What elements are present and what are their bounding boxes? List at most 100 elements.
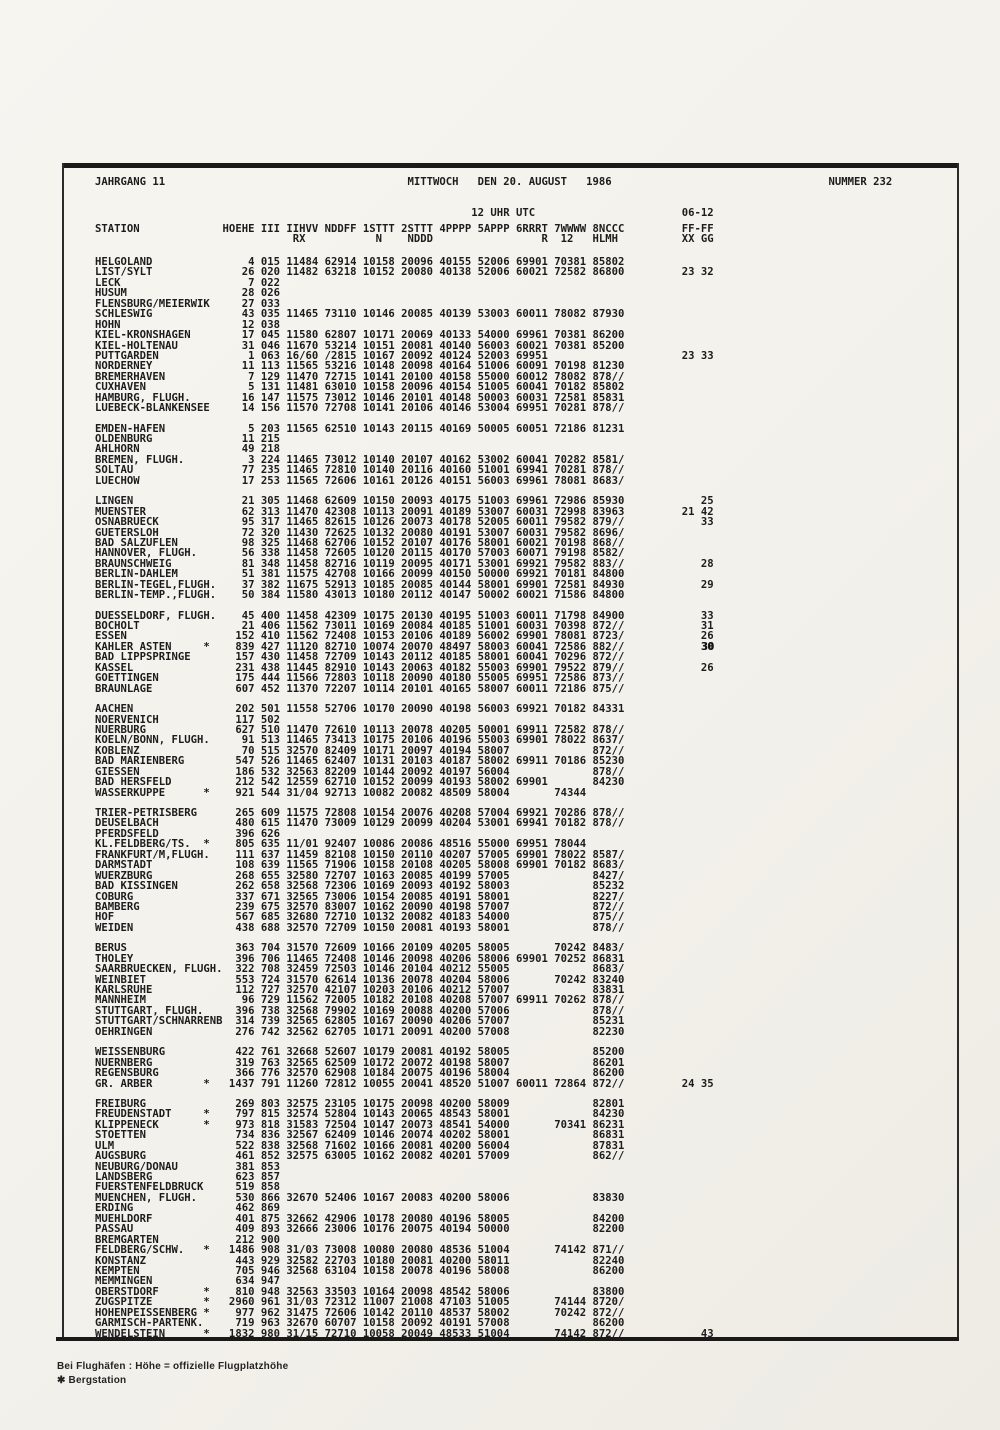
station-row: SCHLESWIG 43 035 11465 73110 10146 20085… xyxy=(95,308,625,321)
station-row: OBERSTDORF * 810 948 32563 33503 10164 2… xyxy=(95,1285,625,1298)
station-row: NUERBURG 627 510 11470 72610 10113 20078… xyxy=(95,723,625,736)
station-row: NUERNBERG 319 763 32565 62509 10172 2007… xyxy=(95,1056,625,1069)
station-row: PUTTGARDEN 1 063 16/60 /2815 10167 20092… xyxy=(95,349,714,362)
station-row: HANNOVER, FLUGH. 56 338 11458 72605 1012… xyxy=(95,547,625,560)
station-row: EMDEN-HAFEN 5 203 11565 62510 10143 2011… xyxy=(95,422,625,435)
station-row: BAD KISSINGEN 262 658 32568 72306 10169 … xyxy=(95,880,625,893)
station-row: KIEL-KRONSHAGEN 17 045 11580 62807 10171… xyxy=(95,329,625,342)
station-row: ZUGSPITZE * 2960 961 31/03 72312 11007 2… xyxy=(95,1296,625,1309)
station-row: KEMPTEN 705 946 32568 63104 10158 20078 … xyxy=(95,1264,625,1277)
top-rule xyxy=(62,163,959,168)
station-row: HOHENPEISSENBERG * 977 962 31475 72606 1… xyxy=(95,1306,625,1319)
station-row: GARMISCH-PARTENK. 719 963 32670 60707 10… xyxy=(95,1317,625,1330)
masthead-line: JAHRGANG 11 MITTWOCH DEN 20. AUGUST 1986… xyxy=(95,176,893,188)
column-header-line2: RX N NDDD R 12 HLMH XX GG xyxy=(95,233,714,245)
station-block: EMDEN-HAFEN 5 203 11565 62510 10143 2011… xyxy=(95,422,714,487)
station-row: BRAUNSCHWEIG 81 348 11458 82716 10119 20… xyxy=(95,557,714,570)
station-row: BAD LIPPSPRINGE 157 430 11458 72709 1014… xyxy=(95,651,625,664)
station-row: PFERDSFELD 396 626 xyxy=(95,827,280,840)
station-row: MUEHLDORF 401 875 32662 42906 10178 2008… xyxy=(95,1212,625,1225)
station-row: CUXHAVEN 5 131 11481 63010 10158 20096 4… xyxy=(95,381,625,394)
station-row: KLIPPENECK * 973 818 31583 72504 10147 2… xyxy=(95,1118,625,1131)
station-row: KIEL-HOLTENAU 31 046 11670 53214 10151 2… xyxy=(95,339,625,352)
station-row: FLENSBURG/MEIERWIK 27 033 xyxy=(95,297,280,310)
station-row: FREUDENSTADT * 797 815 32574 52804 10143… xyxy=(95,1108,625,1121)
right-border-line xyxy=(957,163,959,1341)
station-row: BREMERHAVEN 7 129 11470 72715 10141 2010… xyxy=(95,370,625,383)
footnote-bergstation: ✱ Bergstation xyxy=(57,1375,127,1386)
station-row: KARLSRUHE 112 727 32570 42107 10203 2010… xyxy=(95,984,625,996)
station-row: SAARBRUECKEN, FLUGH. 322 708 32459 72503… xyxy=(95,963,625,976)
station-row: STUTTGART/SCHNARRENB 314 739 32565 62805… xyxy=(95,1015,625,1028)
station-row: LUECHOW 17 253 11565 72606 10161 20126 4… xyxy=(95,474,625,487)
station-block: LINGEN 21 305 11468 62609 10150 20093 40… xyxy=(95,495,714,602)
station-row: ESSEN 152 410 11562 72408 10153 20106 40… xyxy=(95,630,714,643)
station-row: LECK 7 022 xyxy=(95,276,280,289)
station-row: FRANKFURT/M,FLUGH. 111 637 11459 82108 1… xyxy=(95,848,625,861)
station-row: BERLIN-TEGEL,FLUGH. 37 382 11675 52913 1… xyxy=(95,578,714,591)
station-row: BREMEN, FLUGH. 3 224 11465 73012 10140 2… xyxy=(95,453,625,466)
station-row: KONSTANZ 443 929 32582 22703 10180 20081… xyxy=(95,1254,625,1267)
station-row: BERLIN-TEMP.,FLUGH. 50 384 11580 43013 1… xyxy=(95,589,625,602)
station-block: HELGOLAND 4 015 11484 62914 10158 20096 … xyxy=(95,256,714,415)
station-block: AACHEN 202 501 11558 52706 10170 20090 4… xyxy=(95,703,714,799)
station-row: KASSEL 231 438 11445 82910 10143 20063 4… xyxy=(95,661,714,674)
station-row: HUSUM 28 026 xyxy=(95,287,280,300)
station-row: TRIER-PETRISBERG 265 609 11575 72808 101… xyxy=(95,807,625,819)
station-row: OSNABRUECK 95 317 11465 82615 10126 2007… xyxy=(95,516,714,529)
station-row: GOETTINGEN 175 444 11566 72803 10118 200… xyxy=(95,672,625,685)
station-row: WEIDEN 438 688 32570 72709 10150 20081 4… xyxy=(95,921,625,934)
station-row: OEHRINGEN 276 742 32562 62705 10171 2009… xyxy=(95,1025,625,1038)
station-row: LINGEN 21 305 11468 62609 10150 20093 40… xyxy=(95,495,714,508)
station-row: LUEBECK-BLANKENSEE 14 156 11570 72708 10… xyxy=(95,402,625,415)
station-row: KOBLENZ 70 515 32570 82409 10171 20097 4… xyxy=(95,744,625,757)
station-row: KAHLER ASTEN * 839 427 11120 82710 10074… xyxy=(95,640,714,653)
station-row: KL.FELDBERG/TS. * 805 635 11/01 92407 10… xyxy=(95,838,625,851)
station-row: HOHN 12 038 xyxy=(95,318,280,331)
station-row: NORDERNEY 11 113 11565 53216 10148 20098… xyxy=(95,360,625,373)
station-row: WENDELSTEIN * 1832 980 31/15 72710 10058… xyxy=(95,1327,714,1340)
station-row: COBURG 337 671 32565 73006 10154 20085 4… xyxy=(95,890,625,903)
station-row: AHLHORN 49 218 xyxy=(95,443,280,456)
station-row: BAD HERSFELD 212 542 12559 62710 10152 2… xyxy=(95,776,625,789)
station-row: GR. ARBER * 1437 791 11260 72812 10055 2… xyxy=(95,1077,714,1090)
station-row: WUERZBURG 268 655 32580 72707 10163 2008… xyxy=(95,869,625,882)
station-row: BERLIN-DAHLEM 51 381 11575 42708 10166 2… xyxy=(95,568,625,581)
station-row: BOCHOLT 21 406 11562 73011 10169 20084 4… xyxy=(95,620,714,632)
station-row: PASSAU 409 893 32666 23006 10176 20075 4… xyxy=(95,1223,625,1236)
station-row: WEINBIET 553 724 31570 62614 10136 20078… xyxy=(95,973,625,986)
left-border-line xyxy=(62,163,64,1341)
station-row: AACHEN 202 501 11558 52706 10170 20090 4… xyxy=(95,703,625,716)
station-row: OLDENBURG 11 215 xyxy=(95,433,280,445)
station-row: ERDING 462 869 xyxy=(95,1202,280,1215)
station-row: HELGOLAND 4 015 11484 62914 10158 20096 … xyxy=(95,256,625,268)
station-row: MANNHEIM 96 729 11562 72005 10182 20108 … xyxy=(95,994,625,1007)
station-row: DUESSELDORF, FLUGH. 45 400 11458 42309 1… xyxy=(95,609,714,622)
footnote-flughaefen: Bei Flughäfen : Höhe = offizielle Flugpl… xyxy=(57,1361,289,1372)
column-header-line1: STATION HOEHE III IIHVV NDDFF 1STTT 2STT… xyxy=(95,223,714,235)
station-row: BAMBERG 239 675 32570 83007 10162 20090 … xyxy=(95,900,625,913)
station-row: REGENSBURG 366 776 32570 62908 10184 200… xyxy=(95,1067,625,1080)
station-row: DARMSTADT 108 639 11565 71906 10158 2010… xyxy=(95,859,625,872)
station-row: SOLTAU 77 235 11465 72810 10140 20116 40… xyxy=(95,464,625,477)
station-row: LANDSBERG 623 857 xyxy=(95,1171,280,1183)
bottom-rule xyxy=(56,1337,959,1341)
station-table: HELGOLAND 4 015 11484 62914 10158 20096 … xyxy=(95,256,714,1340)
station-row: ULM 522 838 32568 71602 10166 20081 4020… xyxy=(95,1139,625,1152)
bold-gust-value: 30 xyxy=(700,640,714,653)
station-row: BREMGARTEN 212 900 xyxy=(95,1233,280,1246)
station-row: LIST/SYLT 26 020 11482 63218 10152 20080… xyxy=(95,266,714,279)
station-row: THOLEY 396 706 11465 72408 10146 20098 4… xyxy=(95,952,625,965)
station-block: TRIER-PETRISBERG 265 609 11575 72808 101… xyxy=(95,807,714,934)
station-row: BAD MARIENBERG 547 526 11465 62407 10131… xyxy=(95,755,625,768)
station-row: BRAUNLAGE 607 452 11370 72207 10114 2010… xyxy=(95,682,625,695)
station-row: FUERSTENFELDBRUCK 519 858 xyxy=(95,1181,280,1194)
station-row: BAD SALZUFLEN 98 325 11468 62706 10152 2… xyxy=(95,536,625,549)
station-row: KOELN/BONN, FLUGH. 91 513 11465 73413 10… xyxy=(95,734,625,747)
station-row: FREIBURG 269 803 32575 23105 10175 20098… xyxy=(95,1097,625,1110)
station-row: GIESSEN 186 532 32563 82209 10144 20092 … xyxy=(95,765,625,778)
station-row: MEMMINGEN 634 947 xyxy=(95,1275,280,1288)
station-row: HAMBURG, FLUGH. 16 147 11575 73012 10146… xyxy=(95,391,625,404)
station-block: WEISSENBURG 422 761 32668 52607 10179 20… xyxy=(95,1047,714,1089)
